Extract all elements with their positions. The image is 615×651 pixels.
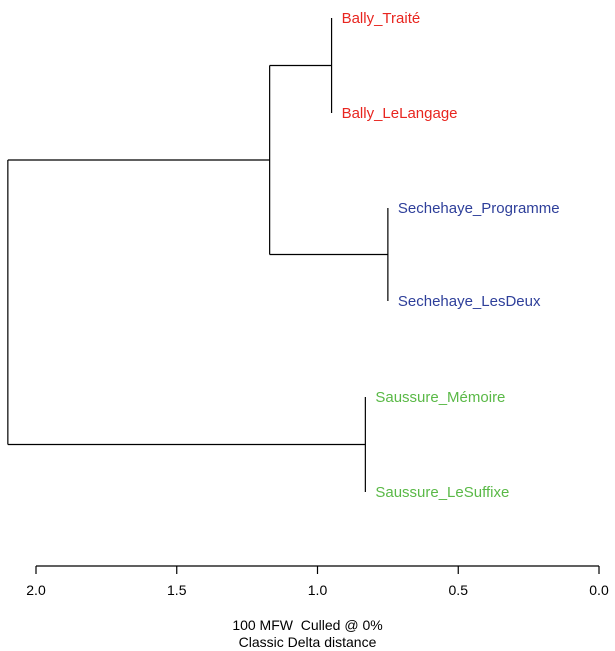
caption-distance: Classic Delta distance bbox=[238, 634, 377, 650]
x-axis-tick-label-0.5: 0.5 bbox=[449, 582, 469, 598]
leaf-label-1: Bally_Traité bbox=[342, 10, 421, 27]
leaf-label-6: Saussure_LeSuffixe bbox=[375, 484, 509, 501]
x-axis-tick-label-0.0: 0.0 bbox=[589, 582, 609, 598]
x-axis-tick-label-1.5: 1.5 bbox=[167, 582, 187, 598]
leaf-label-3: Sechehaye_Programme bbox=[398, 200, 560, 217]
caption-mfw: 100 MFW Culled @ 0% bbox=[232, 617, 383, 633]
leaf-label-4: Sechehaye_LesDeux bbox=[398, 293, 541, 310]
leaf-label-2: Bally_LeLangage bbox=[342, 105, 458, 122]
x-axis-tick-label-1.0: 1.0 bbox=[308, 582, 328, 598]
x-axis-tick-label-2.0: 2.0 bbox=[26, 582, 46, 598]
leaf-label-5: Saussure_Mémoire bbox=[375, 389, 505, 406]
